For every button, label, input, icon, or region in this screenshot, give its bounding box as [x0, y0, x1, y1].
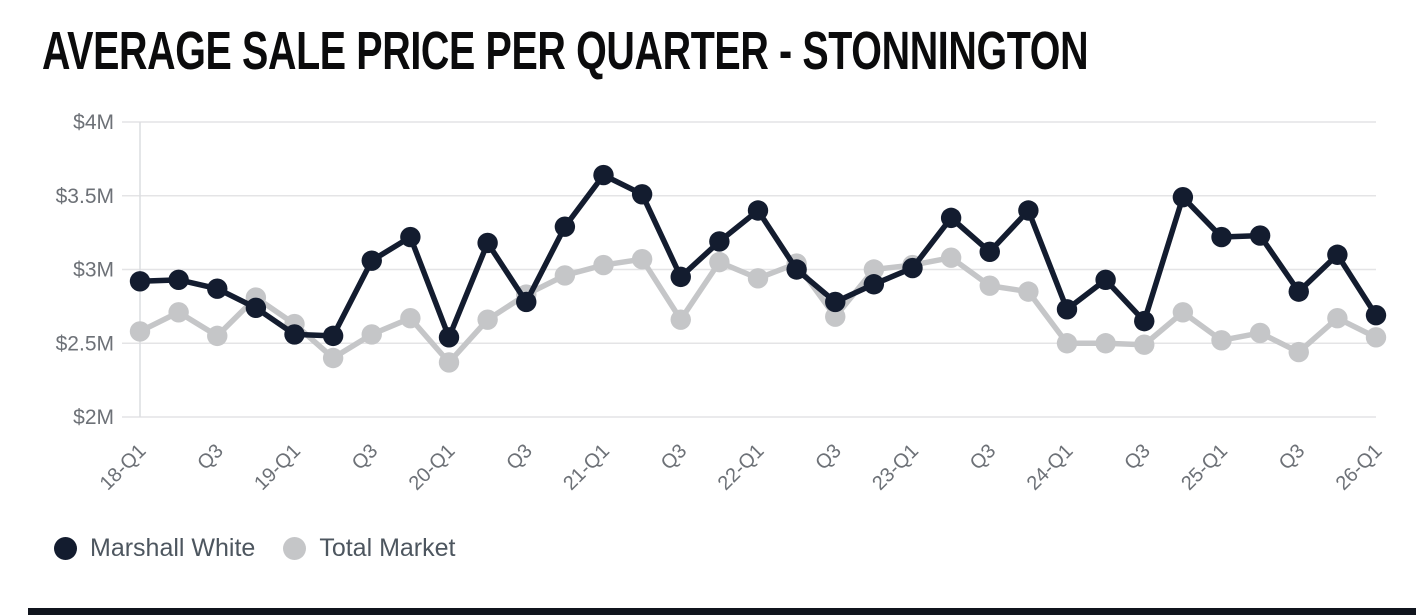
chart-title: AVERAGE SALE PRICE PER QUARTER - STONNIN…	[42, 21, 1089, 81]
marshall-white-point	[438, 327, 460, 348]
marshall-white-point	[670, 266, 691, 288]
x-tick-label: 21-Q1	[559, 440, 614, 495]
total-market-point	[207, 325, 228, 347]
marshall-white-point	[516, 291, 537, 313]
total-market-point	[593, 254, 614, 276]
x-tick-label: 19-Q1	[250, 440, 305, 495]
y-tick-label: $2M	[73, 406, 114, 429]
total-market-point	[1134, 334, 1155, 355]
y-tick-label: $3.5M	[56, 185, 114, 208]
x-tick-label: 18-Q1	[96, 440, 151, 495]
marshall-white-point	[361, 250, 382, 271]
marshall-white-point	[554, 216, 576, 237]
marshall-white-point	[477, 232, 498, 254]
marshall-white-point	[1288, 281, 1309, 302]
total-market-point	[631, 248, 653, 270]
legend-label-total-market: Total Market	[319, 534, 456, 562]
total-market-point	[863, 259, 885, 280]
total-market-point	[825, 306, 846, 327]
marshall-white-point	[593, 164, 614, 186]
x-axis: 18-Q1 Q3 19-Q1 Q3 20-Q1 Q3 21-Q1 Q3 22-Q1 Q3 23-Q1…	[96, 440, 1387, 495]
total-market-point	[322, 347, 344, 369]
marshall-white-point	[245, 297, 267, 319]
marshall-white-dot-icon	[54, 537, 77, 560]
marshall-white-point	[1018, 200, 1039, 221]
marshall-white-point	[1095, 269, 1116, 291]
total-market-point	[1327, 307, 1348, 329]
marshall-white-point	[1327, 244, 1348, 265]
marshall-white-point	[322, 325, 344, 347]
marshall-white-point	[979, 241, 1000, 262]
legend-item-total-market: Total Market	[283, 534, 456, 563]
marshall-white-point	[709, 231, 730, 252]
total-market-point	[477, 309, 498, 330]
x-tick-label: Q3	[811, 440, 845, 474]
x-tick-label: Q3	[657, 440, 691, 474]
total-market-point	[670, 309, 691, 330]
x-tick-label: 22-Q1	[714, 440, 769, 495]
line-chart: $4M $3.5M $3M $2.5M $2M 18-Q1 Q3 19-Q1 Q3 20-Q1 Q3…	[56, 111, 1387, 495]
series-marshall-white	[129, 164, 1387, 348]
marshall-white-point	[940, 207, 962, 229]
x-tick-label: Q3	[966, 440, 1000, 474]
x-tick-label: Q3	[1120, 440, 1154, 474]
total-market-point	[1365, 327, 1387, 348]
marshall-white-point	[207, 278, 228, 299]
y-tick-label: $2.5M	[56, 332, 114, 355]
marshall-white-point	[1134, 310, 1155, 332]
marshall-white-point	[863, 274, 885, 295]
total-market-point	[1172, 302, 1194, 323]
total-market-point	[1249, 322, 1271, 344]
total-market-point	[129, 321, 151, 342]
x-tick-label: 23-Q1	[868, 440, 923, 495]
marshall-white-point	[1249, 225, 1271, 246]
total-market-point	[1056, 333, 1078, 354]
marshall-white-point	[168, 269, 189, 291]
total-market-point	[940, 247, 962, 268]
total-market-point	[1018, 281, 1039, 302]
total-market-dot-icon	[283, 537, 307, 560]
total-market-point	[554, 265, 576, 286]
legend-item-marshall-white: Marshall White	[54, 534, 255, 563]
x-tick-label: 24-Q1	[1023, 440, 1078, 495]
total-market-point	[361, 324, 382, 345]
total-market-point	[438, 352, 460, 373]
y-tick-label: $4M	[73, 111, 114, 134]
marshall-white-point	[786, 259, 807, 280]
total-market-point	[400, 307, 421, 329]
total-market-point	[979, 275, 1000, 296]
marshall-white-point	[284, 324, 305, 345]
y-axis: $4M $3.5M $3M $2.5M $2M	[56, 111, 1376, 429]
bottom-divider-bar	[28, 608, 1416, 615]
total-market-point	[1211, 330, 1232, 351]
chart-legend: Marshall White Total Market	[54, 534, 484, 563]
x-tick-label: 26-Q1	[1332, 440, 1387, 495]
marshall-white-point	[1172, 187, 1194, 208]
x-tick-label: Q3	[502, 440, 536, 474]
marshall-white-point	[400, 226, 421, 248]
total-market-point	[709, 251, 730, 273]
marshall-white-point	[1365, 305, 1387, 326]
x-tick-label: 25-Q1	[1177, 440, 1232, 495]
marshall-white-point	[1056, 299, 1078, 320]
marshall-white-point	[129, 271, 151, 292]
marshall-white-point	[825, 291, 846, 313]
marshall-white-point	[631, 184, 653, 205]
marshall-white-point	[902, 257, 923, 279]
marshall-white-point	[747, 200, 769, 221]
x-tick-label: Q3	[1275, 440, 1309, 474]
series-total-market	[129, 247, 1387, 373]
total-market-point	[1288, 341, 1309, 363]
legend-label-marshall-white: Marshall White	[90, 534, 256, 562]
marshall-white-point	[1211, 226, 1232, 248]
total-market-point	[1095, 333, 1116, 354]
y-tick-label: $3M	[73, 259, 114, 282]
total-market-point	[747, 268, 769, 289]
x-tick-label: Q3	[348, 440, 382, 474]
x-tick-label: Q3	[193, 440, 227, 474]
x-tick-label: 20-Q1	[405, 440, 460, 495]
total-market-point	[168, 302, 189, 323]
